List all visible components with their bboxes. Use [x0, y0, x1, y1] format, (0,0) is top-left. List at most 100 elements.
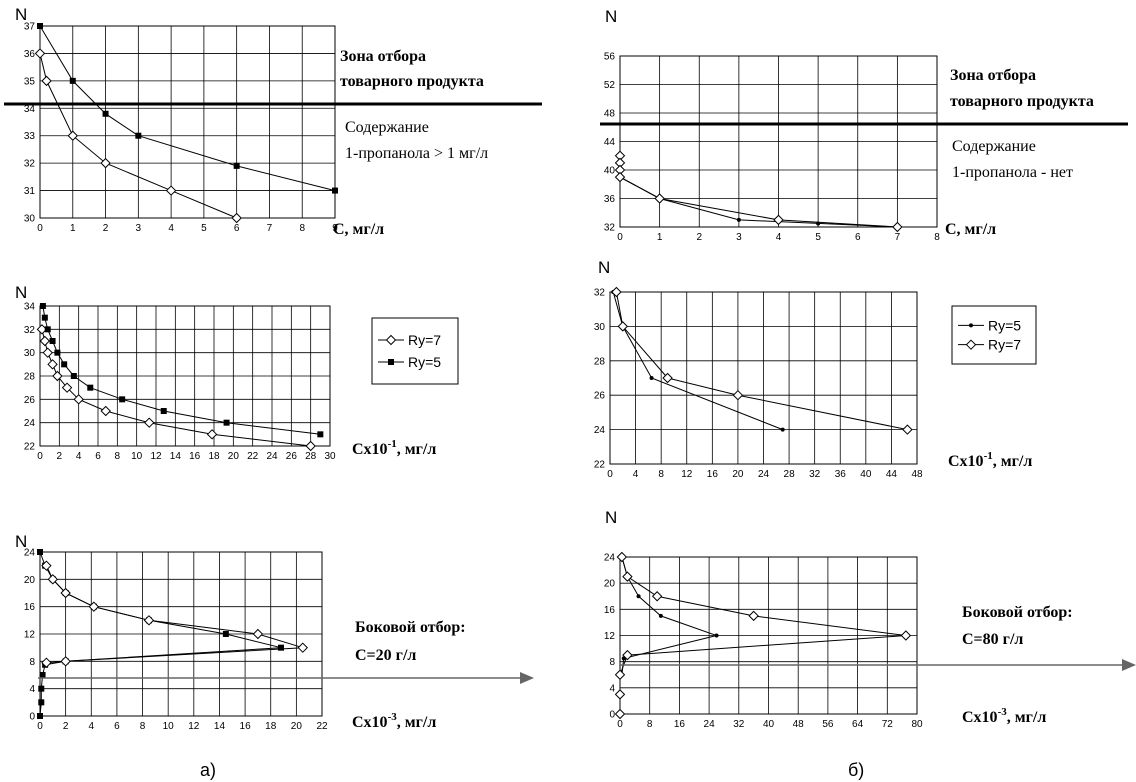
series-point-2 [614, 689, 626, 700]
x-tick-label: 8 [934, 232, 940, 243]
x-axis-label: С, мг/л [333, 221, 384, 238]
note-zone-title-a: Зона отбора [340, 48, 426, 65]
series-line-1 [619, 176, 898, 228]
y-tick-label: 56 [604, 52, 616, 63]
series-point-2 [44, 326, 51, 333]
series-point-2 [616, 551, 628, 563]
x-tick-label: 4 [168, 223, 174, 234]
series-point-2 [223, 419, 230, 426]
x-tick-label: 36 [835, 469, 847, 480]
y-tick-label: 32 [604, 223, 616, 234]
x-tick-label: 20 [732, 469, 744, 480]
x-tick-label: 0 [617, 719, 623, 730]
series-point-2 [39, 303, 46, 309]
x-axis-label: Cx10-1, мг/л [352, 438, 436, 458]
x-tick-label: 56 [822, 719, 834, 730]
series-point-1 [38, 699, 45, 706]
series-point-1 [73, 394, 84, 405]
y-tick-label: 32 [594, 288, 606, 299]
x-tick-label: 14 [214, 721, 226, 732]
x-tick-label: 2 [57, 451, 63, 462]
y-tick-label: 12 [604, 631, 616, 642]
series-point-1 [38, 685, 45, 692]
series-point-2 [41, 657, 52, 668]
note-content-b: Содержание [952, 138, 1036, 155]
series-point-2 [297, 642, 308, 653]
x-tick-label: 12 [150, 451, 162, 462]
x-tick-label: 1 [70, 223, 76, 234]
x-tick-label: 20 [228, 451, 240, 462]
legend-label: Ry=5 [988, 317, 1021, 333]
series-point-1 [61, 382, 73, 393]
y-tick-label: 30 [24, 348, 36, 359]
x-axis-label: С, мг/л [945, 221, 996, 238]
series-point-1 [69, 77, 76, 84]
legend-box [951, 305, 1037, 365]
y-tick-label: 26 [594, 391, 606, 402]
series-point-2 [617, 321, 628, 332]
series-point-2 [67, 130, 78, 141]
series-point-2 [60, 656, 71, 667]
side-draw-arrowhead-a [520, 672, 534, 684]
y-tick-label: 24 [604, 553, 616, 564]
series-point-1 [102, 110, 109, 117]
series-point-2 [773, 214, 784, 226]
x-tick-label: 8 [115, 451, 121, 462]
x-tick-label: 22 [316, 721, 328, 732]
series-point-2 [654, 193, 665, 204]
x-tick-label: 44 [886, 469, 898, 480]
x-tick-label: 48 [911, 469, 923, 480]
x-tick-label: 2 [103, 223, 109, 234]
y-axis-label: N [15, 532, 27, 551]
y-axis-label: N [605, 7, 617, 26]
series-point-2 [47, 574, 59, 585]
series-point-1 [135, 132, 142, 139]
series-point-2 [87, 384, 94, 391]
note-zone-product-b: товарного продукта [950, 93, 1094, 110]
series-line-2 [39, 53, 237, 219]
series-point-2 [614, 708, 626, 720]
y-tick-label: 52 [604, 80, 616, 91]
x-tick-label: 16 [674, 719, 686, 730]
y-tick-label: 4 [609, 683, 615, 694]
x-tick-label: 20 [291, 721, 303, 732]
y-axis-label: N [15, 283, 27, 302]
series-point-2 [732, 389, 744, 401]
x-tick-label: 12 [681, 469, 693, 480]
x-tick-label: 18 [208, 451, 220, 462]
y-axis-label: N [598, 258, 610, 277]
y-tick-label: 28 [24, 372, 36, 383]
series-point-2 [902, 424, 913, 435]
x-axis-label: Cx10-1, мг/л [948, 450, 1032, 470]
x-tick-label: 30 [324, 451, 336, 462]
series-point-2 [143, 615, 155, 626]
chart-b3: 0 8 16 24 32 40 48 56 64 72 8004812162024NCx10-3, … [604, 508, 1046, 730]
x-tick-label: 16 [240, 721, 252, 732]
x-tick-label: 7 [267, 223, 273, 234]
x-tick-label: 7 [895, 232, 901, 243]
x-tick-label: 24 [704, 719, 716, 730]
note-content-a: Содержание [345, 119, 429, 136]
y-tick-label: 28 [594, 356, 606, 367]
legend-marker [965, 339, 977, 350]
series-point-1 [233, 162, 240, 169]
x-tick-label: 14 [170, 451, 182, 462]
x-tick-label: 8 [647, 719, 653, 730]
x-tick-label: 8 [658, 469, 664, 480]
x-tick-label: 32 [733, 719, 745, 730]
x-tick-label: 80 [911, 719, 923, 730]
series-point-1 [332, 187, 338, 194]
series-line-2 [619, 155, 898, 228]
series-point-2 [41, 75, 52, 87]
series-point-2 [662, 372, 673, 384]
y-tick-label: 33 [24, 131, 36, 142]
x-tick-label: 0 [37, 223, 43, 234]
series-point-1 [658, 613, 663, 618]
series-point-2 [748, 610, 759, 622]
y-tick-label: 24 [594, 425, 606, 436]
plot-frame [39, 25, 336, 219]
series-point-2 [614, 669, 626, 680]
series-point-2 [622, 571, 633, 582]
x-tick-label: 28 [784, 469, 796, 480]
y-tick-label: 32 [24, 159, 36, 170]
